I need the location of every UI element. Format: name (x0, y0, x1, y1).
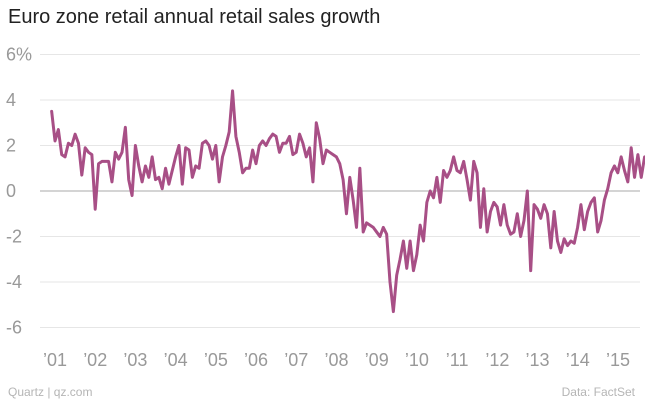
y-tick-label: 6% (6, 45, 32, 65)
y-tick-label: -2 (6, 227, 22, 247)
x-tick-label: ’15 (606, 350, 630, 370)
y-tick-label: 0 (6, 181, 16, 201)
x-tick-label: ’11 (446, 350, 469, 370)
y-tick-label: -4 (6, 272, 22, 292)
x-tick-label: ’10 (405, 350, 429, 370)
series-layer (50, 89, 645, 314)
x-tick-label: ’06 (244, 350, 268, 370)
series-line-0 (50, 89, 645, 314)
x-tick-label: ’04 (164, 350, 188, 370)
x-tick-label: ’02 (83, 350, 107, 370)
x-tick-label: ’03 (123, 350, 147, 370)
x-tick-label: ’14 (566, 350, 590, 370)
y-axis-ticks: 6% 4 2 0 -2 -4 -6 (6, 45, 32, 338)
x-tick-label: ’12 (485, 350, 509, 370)
y-tick-label: 4 (6, 90, 16, 110)
chart-title: Euro zone retail annual retail sales gro… (8, 6, 381, 28)
footer-data-credit: Data: FactSet (561, 385, 635, 399)
gridlines (40, 54, 640, 328)
x-tick-label: ’08 (324, 350, 348, 370)
x-tick-label: ’07 (284, 350, 308, 370)
x-tick-label: ’01 (43, 350, 67, 370)
y-tick-label: 2 (6, 136, 16, 156)
x-tick-label: ’09 (365, 350, 389, 370)
footer-source: Quartz | qz.com (8, 385, 93, 399)
x-tick-label: ’05 (204, 350, 228, 370)
x-axis-ticks: ’01 ’02 ’03 ’04 ’05 ’06 ’07 ’08 ’09 ’10 ’11 ’12 ’13 ’… (43, 350, 630, 370)
y-tick-label: -6 (6, 318, 22, 338)
x-tick-label: ’13 (526, 350, 550, 370)
